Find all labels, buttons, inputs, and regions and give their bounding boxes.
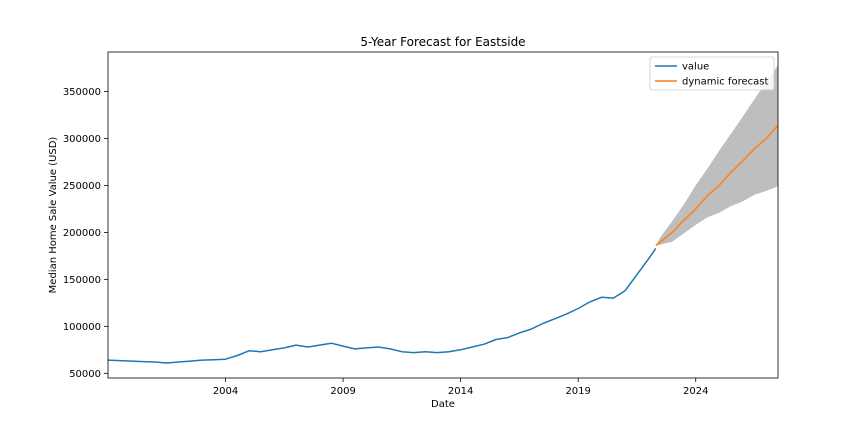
- legend-label-forecast: dynamic forecast: [682, 77, 768, 88]
- series-line-value: [108, 247, 657, 364]
- x-tick-label: 2014: [448, 386, 473, 397]
- legend: value dynamic forecast: [649, 56, 775, 91]
- y-tick-label: 250000: [63, 181, 101, 192]
- y-tick-label: 350000: [63, 87, 101, 98]
- chart-title: 5-Year Forecast for Eastside: [360, 35, 525, 49]
- plot-frame: [107, 51, 779, 379]
- x-axis-label: Date: [431, 399, 455, 410]
- x-tick-label: 2019: [565, 386, 590, 397]
- x-tick-label: 2009: [330, 386, 355, 397]
- y-tick-label: 50000: [69, 369, 101, 380]
- y-tick-label: 300000: [63, 134, 101, 145]
- y-tick-label: 200000: [63, 228, 101, 239]
- series-line-dynamic-forecast: [655, 124, 778, 247]
- x-tick-label: 2004: [213, 386, 238, 397]
- legend-label-value: value: [682, 62, 709, 73]
- y-axis-label: Median Home Sale Value (USD): [48, 137, 59, 294]
- y-tick-label: 100000: [63, 322, 101, 333]
- y-tick-label: 150000: [63, 275, 101, 286]
- legend-box: [649, 56, 775, 91]
- x-tick-label: 2024: [683, 386, 708, 397]
- confidence-band: [655, 65, 778, 246]
